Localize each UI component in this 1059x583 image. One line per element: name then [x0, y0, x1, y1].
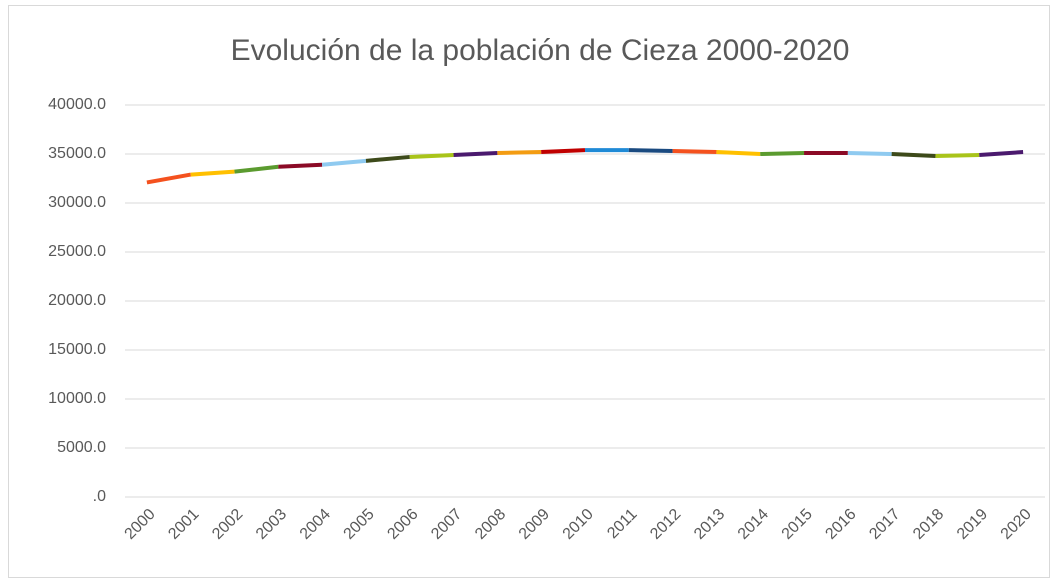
y-tick-label: 5000.0: [57, 439, 106, 456]
line-segment: [234, 164, 279, 174]
y-tick-label: .0: [93, 488, 106, 505]
line-segment: [409, 152, 454, 159]
y-tick-label: 20000.0: [48, 292, 106, 309]
line-segment: [278, 162, 323, 169]
y-tick-label: 10000.0: [48, 390, 106, 407]
line-segment: [628, 148, 673, 154]
line-segment: [190, 169, 235, 177]
line-segment: [321, 158, 367, 167]
line-segment: [672, 149, 717, 155]
y-tick-label: 25000.0: [48, 243, 106, 260]
chart-border: [8, 5, 1050, 578]
chart-title: Evolución de la población de Cieza 2000-…: [231, 34, 850, 67]
y-tick-label: 15000.0: [48, 341, 106, 358]
line-segment: [847, 151, 892, 156]
y-tick-label: 40000.0: [48, 96, 106, 113]
line-segment: [891, 152, 936, 158]
line-segment: [979, 150, 1024, 157]
y-tick-label: 35000.0: [48, 145, 106, 162]
line-segment: [935, 152, 980, 158]
line-segment: [146, 172, 192, 185]
y-tick-label: 30000.0: [48, 194, 106, 211]
line-segment: [453, 151, 498, 157]
line-segment: [541, 148, 586, 155]
line-segment: [716, 150, 761, 156]
line-segment: [497, 150, 542, 156]
line-segment: [365, 154, 410, 163]
line-segment: [760, 151, 805, 156]
